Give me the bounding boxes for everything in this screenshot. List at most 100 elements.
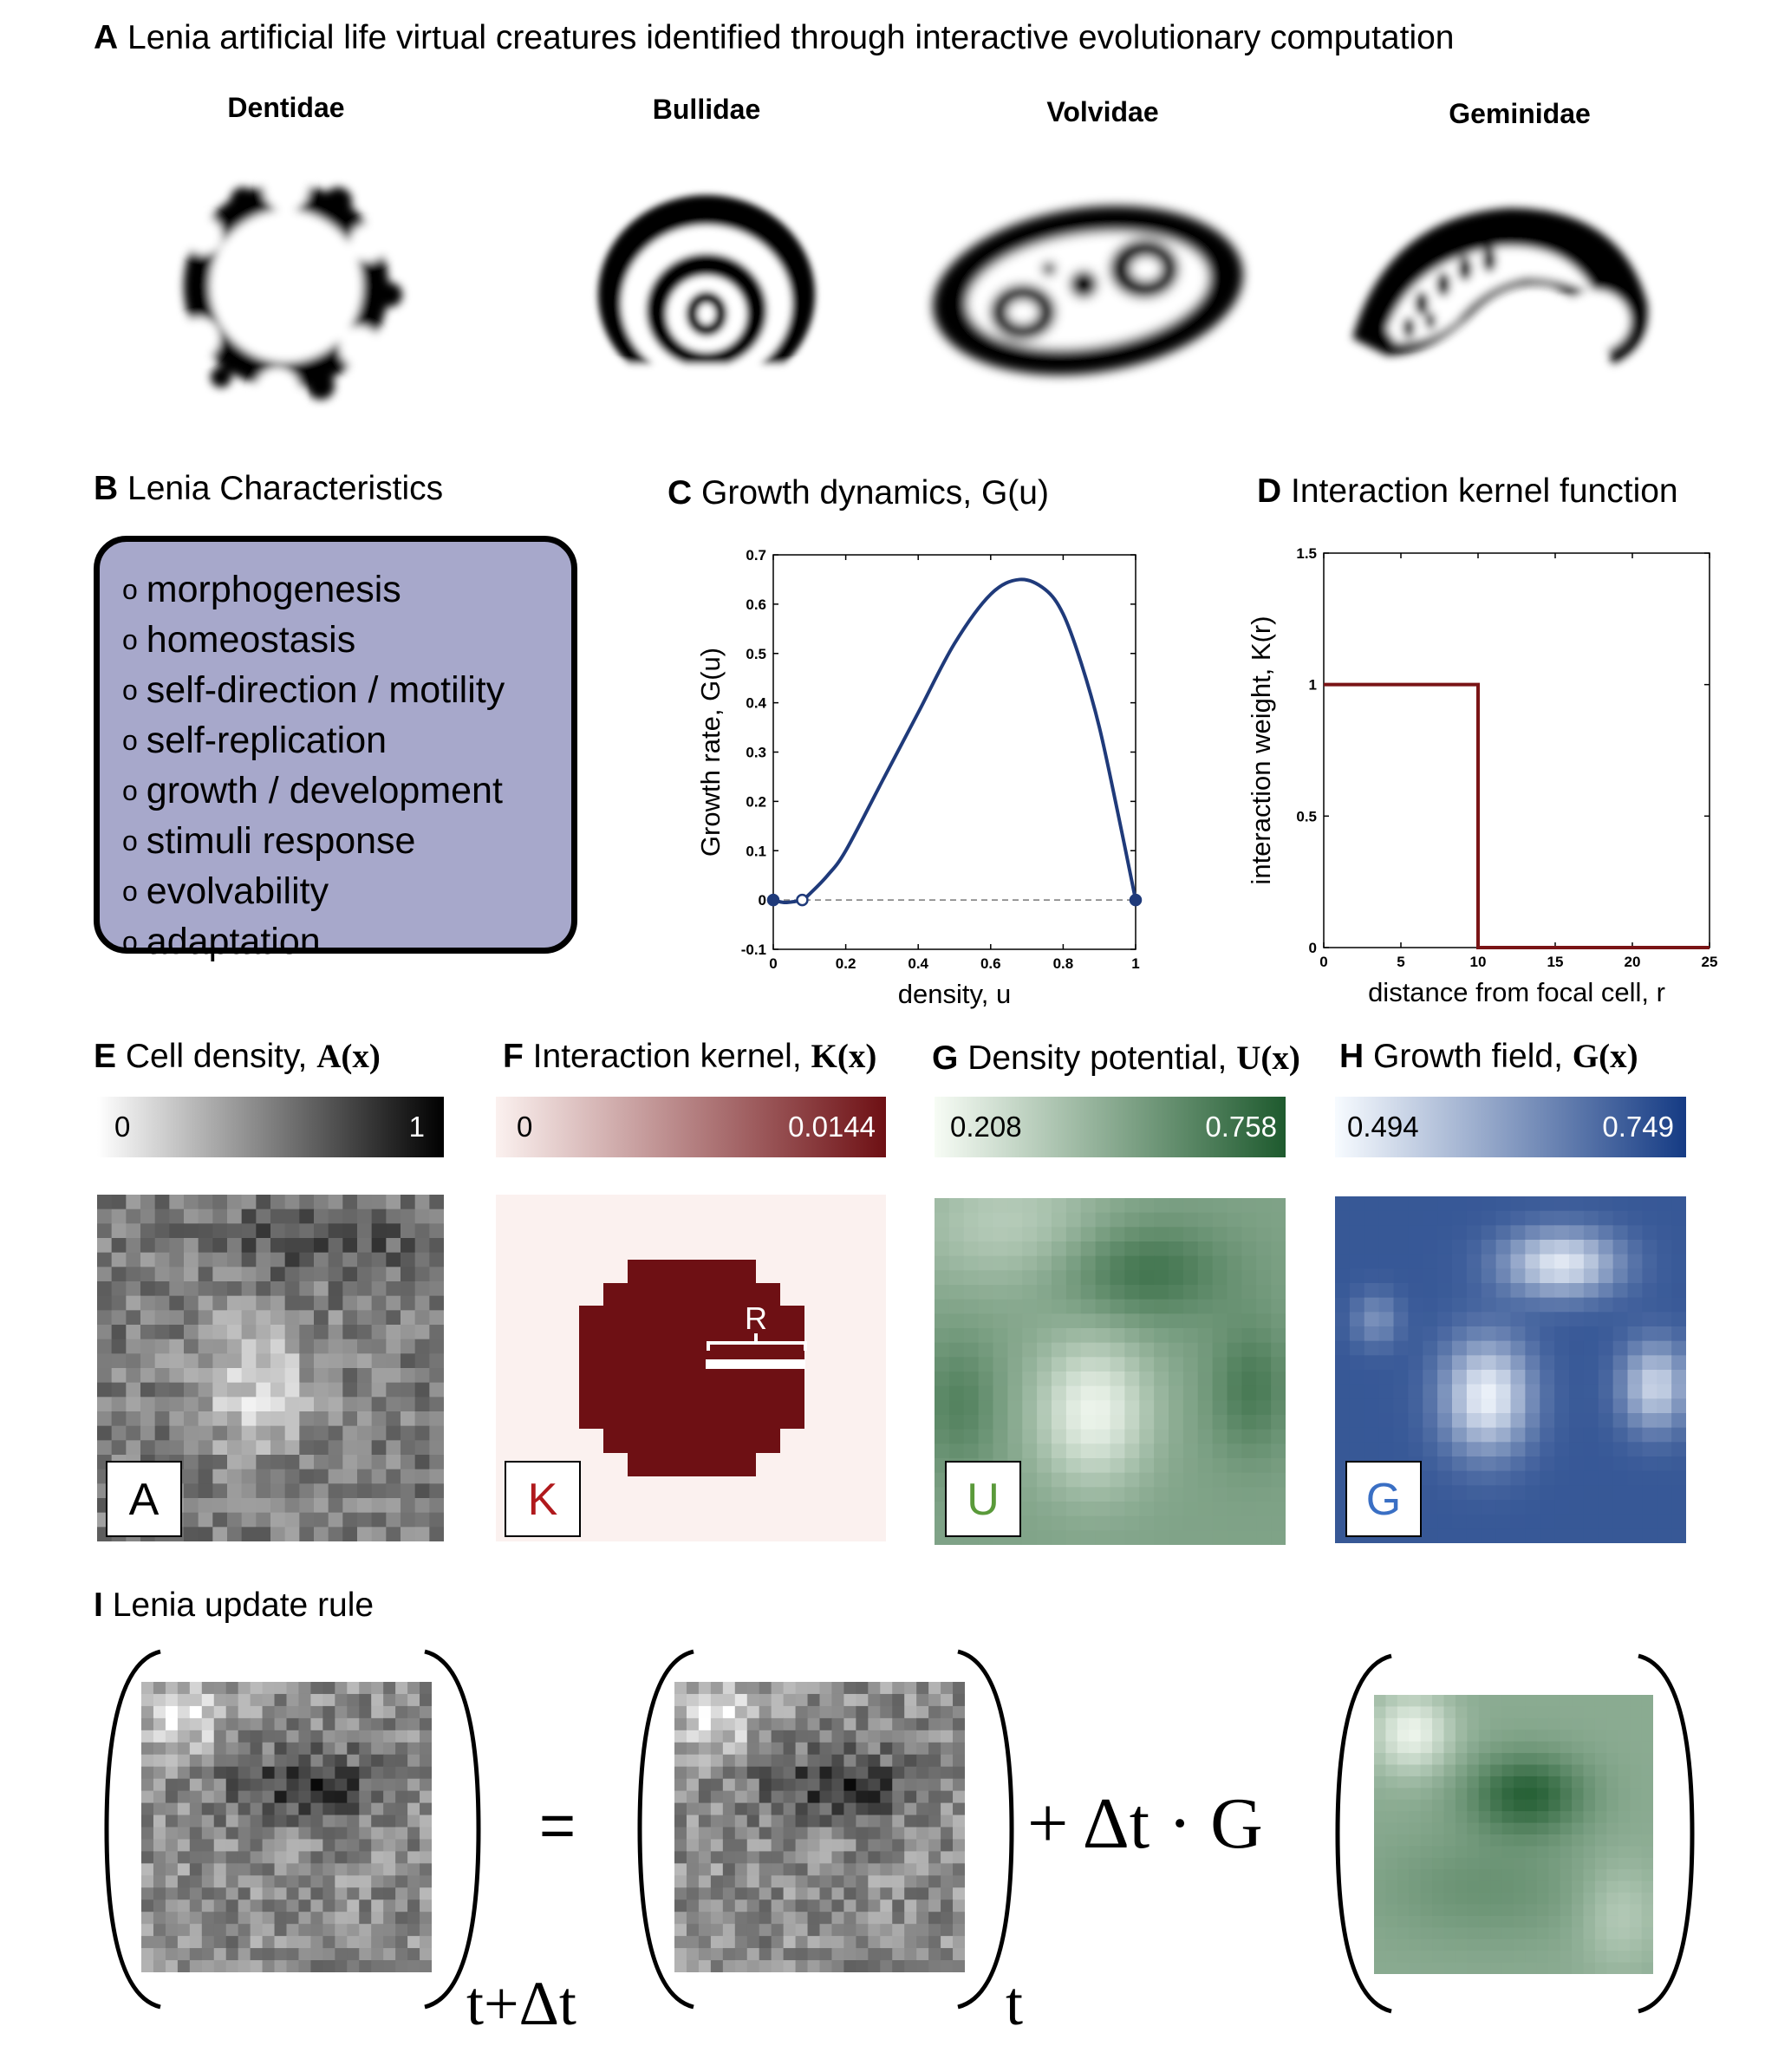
x-tick-label: 20 — [1625, 954, 1641, 970]
x-tick-label: 25 — [1702, 954, 1718, 970]
plot-frame — [1323, 552, 1710, 948]
list-item: o self-replication — [122, 720, 388, 761]
radius-label: R — [745, 1300, 767, 1336]
bullet-icon: o — [122, 725, 138, 756]
y-tick-label: 0.5 — [746, 646, 766, 662]
heatmap-cells — [935, 1198, 1286, 1546]
panel-a-title: A Lenia artificial life virtual creature… — [94, 19, 1455, 57]
creature-image-geminidae — [1352, 208, 1648, 364]
list-item: o self-direction / motility — [122, 669, 505, 711]
y-tick-label: 0 — [759, 892, 766, 909]
equals-sign: = — [539, 1791, 576, 1860]
list-item: o morphogenesis — [122, 569, 401, 610]
x-axis-label: density, u — [898, 979, 1011, 1009]
list-item: o growth / development — [122, 770, 503, 811]
label-u: U — [945, 1461, 1021, 1537]
creature-name-geminidae: Geminidae — [1449, 98, 1591, 129]
growth-dynamics-chart: 0 0.2 0.4 0.6 0.8 1-0.100.10.20.30.40.50.60.7… — [695, 547, 1143, 1009]
colorbar-min: 0.208 — [950, 1111, 1022, 1143]
y-axis-label: interaction weight, K(r) — [1246, 616, 1276, 884]
colorbar-potential: 0.208 0.758 — [935, 1097, 1286, 1157]
label-k: K — [505, 1461, 581, 1537]
colorbar-kernel: 0 0.0144 — [496, 1097, 886, 1157]
panel-i-letter: I — [94, 1587, 103, 1624]
series-line — [1324, 682, 1710, 949]
x-tick-label: 0 — [769, 955, 777, 972]
growth-term: + Δt · G — [1027, 1783, 1263, 1864]
characteristics-list: o morphogenesis o homeostasis o self-direct… — [100, 542, 571, 968]
bullet-icon: o — [122, 825, 138, 857]
panel-f-title: F Interaction kernel, K(x) — [503, 1038, 877, 1075]
y-tick-label: 0 — [1309, 940, 1317, 956]
creature-image-volvidae — [933, 205, 1243, 375]
math-a-x: A(x) — [316, 1038, 381, 1075]
interaction-kernel-field: R — [496, 1195, 886, 1541]
label-g: G — [1345, 1461, 1422, 1537]
colorbar-max: 1 — [408, 1111, 425, 1143]
math-g-x: G(x) — [1572, 1038, 1638, 1075]
colorbar-min: 0 — [114, 1111, 131, 1143]
panel-c-letter: C — [668, 474, 693, 511]
math-k-x: K(x) — [811, 1038, 877, 1075]
panel-e-title: E Cell density, A(x) — [94, 1038, 381, 1075]
x-tick-label: 0.6 — [980, 955, 1001, 972]
bullet-icon: o — [122, 624, 138, 655]
x-tick-label: 1 — [1131, 955, 1139, 972]
colorbar-min: 0.494 — [1347, 1111, 1419, 1143]
y-axis-label: Growth rate, G(u) — [695, 648, 726, 857]
fixed-point-marker — [1129, 893, 1143, 907]
interaction-kernel-chart: 0 5 10 15 20 25 0 0.5 1 1.5 distance from focal ce… — [1246, 545, 1718, 1007]
characteristics-box: o morphogenesis o homeostasis o self-direct… — [94, 536, 577, 962]
panel-b-title-text: Lenia Characteristics — [127, 470, 444, 507]
density-potential-field — [935, 1198, 1286, 1546]
radius-bar — [706, 1359, 805, 1369]
density-field-next — [141, 1682, 433, 1973]
panel-i-title: I Lenia update rule — [94, 1587, 374, 1625]
heatmap-cells — [141, 1682, 433, 1973]
bracket-left-1 — [104, 1649, 481, 2010]
colorbar-max: 0.758 — [1205, 1111, 1277, 1143]
panel-g-title: G Density potential, U(x) — [932, 1039, 1300, 1077]
colorbar-density: 0 1 — [97, 1097, 444, 1157]
heatmap-cells — [97, 1195, 445, 1542]
creature-name-volvidae: Volvidae — [1046, 96, 1159, 127]
list-item: o homeostasis — [122, 619, 356, 661]
creature-image-dentidae — [179, 166, 402, 413]
x-axis-label: distance from focal cell, r — [1368, 977, 1665, 1007]
colorbar-min: 0 — [517, 1111, 533, 1143]
cell-density-field — [97, 1195, 445, 1542]
y-tick-label: 0.5 — [1296, 808, 1317, 824]
panel-h-title: H Growth field, G(x) — [1339, 1038, 1638, 1075]
y-tick-label: 0.3 — [746, 745, 766, 761]
radius-bracket — [707, 1333, 807, 1351]
panel-b-title: B Lenia Characteristics — [94, 470, 443, 508]
panel-g-letter: G — [932, 1039, 959, 1077]
x-tick-label: 5 — [1397, 954, 1404, 970]
plot-frame — [772, 554, 1136, 950]
creature-name-dentidae: Dentidae — [227, 92, 345, 123]
y-tick-label: 0.2 — [746, 793, 766, 810]
bullet-icon: o — [122, 574, 138, 605]
y-tick-label: 0.7 — [746, 547, 766, 564]
bullet-icon: o — [122, 876, 138, 907]
y-tick-label: -0.1 — [741, 942, 766, 958]
bullet-icon: o — [122, 674, 138, 706]
subscript-t-plus-dt: t+Δt — [466, 1969, 576, 2038]
panel-f-letter: F — [503, 1038, 524, 1075]
bracket-left-2 — [637, 1649, 1014, 2010]
x-tick-label: 0.2 — [836, 955, 856, 972]
x-tick-label: 15 — [1547, 954, 1564, 970]
panel-d-letter: D — [1257, 472, 1282, 510]
fixed-point-marker — [796, 893, 809, 907]
heatmap-cells — [674, 1682, 966, 1973]
colorbar-max: 0.0144 — [788, 1111, 876, 1143]
list-item: o evolvability — [122, 870, 329, 912]
y-tick-label: 1 — [1309, 677, 1317, 694]
colorbar-max: 0.749 — [1602, 1111, 1674, 1143]
y-tick-label: 0.6 — [746, 596, 766, 613]
label-a: A — [106, 1461, 182, 1537]
density-field-current — [674, 1682, 966, 1973]
x-tick-label: 10 — [1470, 954, 1487, 970]
panel-e-letter: E — [94, 1038, 117, 1075]
panel-d-title-text: Interaction kernel function — [1291, 472, 1678, 510]
